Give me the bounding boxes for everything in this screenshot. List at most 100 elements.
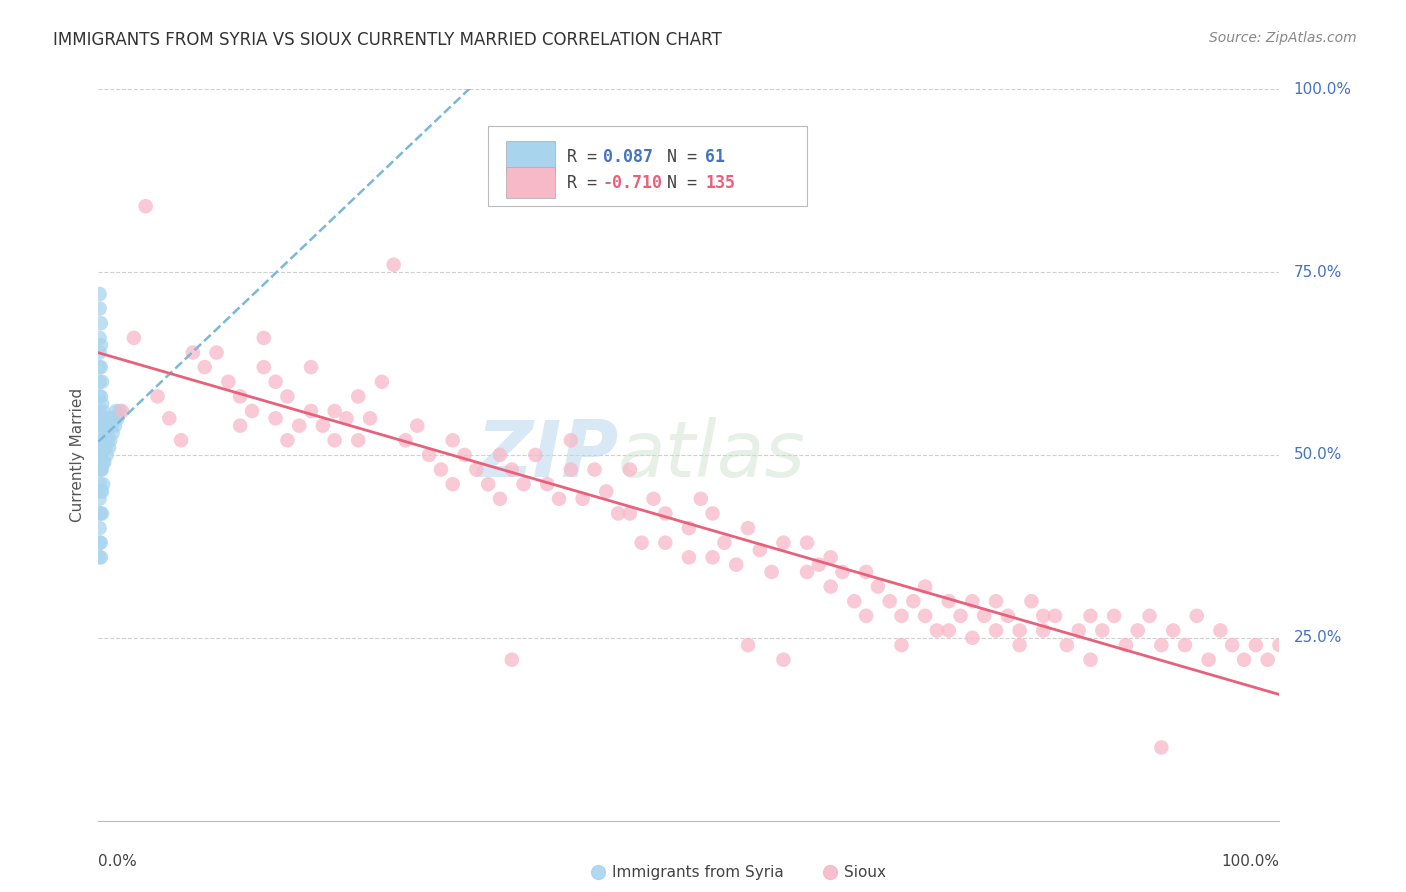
Point — [97, 434, 120, 448]
Point — [796, 535, 818, 549]
Point — [90, 360, 112, 375]
Point — [737, 638, 759, 652]
Point — [1268, 638, 1291, 652]
Point — [101, 425, 124, 440]
Text: 0.087: 0.087 — [603, 148, 652, 166]
Point — [866, 580, 889, 594]
Point — [90, 411, 112, 425]
Point — [430, 462, 453, 476]
Point — [229, 418, 252, 433]
Point — [299, 404, 322, 418]
Point — [91, 477, 114, 491]
Point — [725, 558, 748, 572]
Point — [1233, 653, 1256, 667]
Point — [91, 397, 114, 411]
Point — [1161, 624, 1184, 638]
Point — [560, 434, 582, 448]
Point — [1067, 624, 1090, 638]
Point — [89, 418, 111, 433]
Point — [276, 434, 298, 448]
Point — [347, 434, 370, 448]
Point — [1126, 624, 1149, 638]
Point — [914, 580, 936, 594]
Point — [103, 411, 125, 425]
Point — [90, 389, 112, 403]
Point — [914, 608, 936, 623]
Text: IMMIGRANTS FROM SYRIA VS SIOUX CURRENTLY MARRIED CORRELATION CHART: IMMIGRANTS FROM SYRIA VS SIOUX CURRENTLY… — [53, 31, 723, 49]
Point — [512, 477, 534, 491]
Point — [890, 608, 912, 623]
Point — [1080, 608, 1102, 623]
Point — [1043, 608, 1066, 623]
Point — [253, 360, 276, 375]
Point — [89, 301, 111, 316]
Point — [1056, 638, 1078, 652]
Point — [146, 389, 169, 403]
Point — [820, 550, 842, 565]
Point — [98, 411, 121, 425]
FancyBboxPatch shape — [488, 126, 807, 206]
Point — [501, 462, 523, 476]
Point — [441, 434, 464, 448]
Point — [772, 653, 794, 667]
Point — [678, 521, 700, 535]
Point — [90, 535, 112, 549]
Text: 75.0%: 75.0% — [1294, 265, 1341, 279]
Point — [93, 411, 115, 425]
Point — [264, 375, 287, 389]
Text: Source: ZipAtlas.com: Source: ZipAtlas.com — [1209, 31, 1357, 45]
Point — [91, 507, 114, 521]
Point — [536, 477, 558, 491]
Point — [1220, 638, 1243, 652]
Point — [571, 491, 593, 506]
Point — [1021, 594, 1043, 608]
Text: Sioux: Sioux — [844, 865, 886, 880]
Point — [962, 631, 984, 645]
Point — [855, 565, 877, 579]
Point — [181, 345, 204, 359]
Point — [382, 258, 405, 272]
Point — [1198, 653, 1220, 667]
Point — [619, 462, 641, 476]
Point — [94, 441, 117, 455]
Point — [98, 441, 121, 455]
Point — [465, 462, 488, 476]
Text: N =: N = — [657, 148, 707, 166]
Point — [1091, 624, 1114, 638]
Point — [100, 418, 122, 433]
Text: R =: R = — [567, 148, 607, 166]
Point — [1008, 624, 1031, 638]
Text: Immigrants from Syria: Immigrants from Syria — [612, 865, 783, 880]
Point — [91, 441, 114, 455]
Point — [90, 448, 112, 462]
Point — [299, 360, 322, 375]
Point — [347, 389, 370, 403]
Point — [89, 521, 111, 535]
Point — [1008, 638, 1031, 652]
Text: N =: N = — [657, 174, 707, 192]
Point — [524, 448, 547, 462]
Point — [807, 558, 830, 572]
Point — [477, 477, 499, 491]
Point — [973, 608, 995, 623]
Point — [796, 565, 818, 579]
Point — [962, 594, 984, 608]
Point — [689, 491, 711, 506]
Text: -0.710: -0.710 — [603, 174, 662, 192]
Point — [91, 462, 114, 476]
Point — [489, 448, 512, 462]
Point — [93, 434, 115, 448]
Point — [938, 594, 960, 608]
Point — [89, 434, 111, 448]
Point — [453, 448, 475, 462]
Point — [194, 360, 217, 375]
Point — [89, 331, 111, 345]
Point — [844, 594, 866, 608]
Point — [89, 550, 111, 565]
Text: 135: 135 — [706, 174, 735, 192]
Point — [276, 389, 298, 403]
Point — [1185, 608, 1208, 623]
Point — [949, 608, 972, 623]
Point — [831, 565, 853, 579]
Point — [89, 404, 111, 418]
